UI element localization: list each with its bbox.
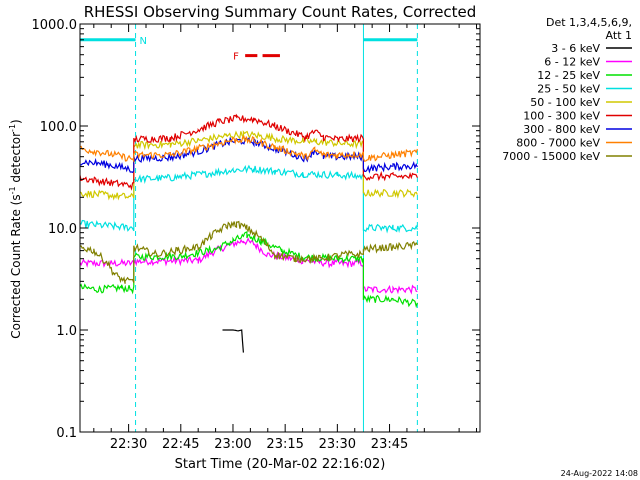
- legend-label: 25 - 50 keV: [537, 83, 600, 96]
- x-tick-label: 23:00: [214, 437, 251, 452]
- series-line: [80, 237, 418, 295]
- series-line: [80, 136, 418, 174]
- y-axis-label-sup2: -1: [8, 124, 17, 132]
- series-line: [80, 164, 418, 234]
- series-line: [80, 113, 418, 191]
- flag-label: F: [233, 52, 239, 63]
- x-tick-label: 22:45: [162, 437, 199, 452]
- series-line: [80, 130, 418, 201]
- series-line: [80, 220, 418, 284]
- y-tick-label: 100.0: [40, 120, 77, 135]
- series-line: [80, 231, 418, 309]
- plot-frame: [79, 23, 481, 433]
- series-line: [80, 135, 418, 164]
- y-tick-label: 1000.0: [32, 18, 78, 33]
- flag-label: N: [140, 36, 147, 47]
- y-tick-label: 10.0: [48, 222, 77, 237]
- y-axis-label-mid: detector: [9, 132, 23, 187]
- plot-area: NF: [79, 23, 481, 433]
- legend-label: 100 - 300 keV: [523, 110, 600, 123]
- axis-ticks: 0.1 1.0 10.0 100.0 1000.0 22:30 22:45 23:00 23:1…: [32, 18, 480, 452]
- series-line: [222, 329, 244, 353]
- legend-label: 6 - 12 keV: [544, 56, 600, 69]
- x-axis-label: Start Time (20-Mar-02 22:16:02): [175, 457, 386, 472]
- y-tick-label: 0.1: [56, 426, 77, 441]
- chart-title: RHESSI Observing Summary Count Rates, Co…: [84, 3, 477, 21]
- x-tick-label: 23:45: [371, 437, 408, 452]
- x-tick-label: 23:30: [319, 437, 356, 452]
- x-tick-label: 23:15: [266, 437, 303, 452]
- legend-header-1: Det 1,3,4,5,6,9,: [546, 16, 632, 29]
- timestamp: 24-Aug-2022 14:08: [561, 469, 638, 478]
- x-tick-label: 22:30: [110, 437, 147, 452]
- legend-header-2: Att 1: [606, 29, 632, 42]
- y-axis-label-sup1: -1: [8, 186, 17, 194]
- legend-label: 7000 - 15000 keV: [502, 150, 600, 163]
- series-group: NF: [80, 24, 418, 432]
- y-axis-label-main: Corrected Count Rate (s: [9, 194, 23, 338]
- legend-label: 800 - 7000 keV: [516, 137, 600, 150]
- legend-label: 50 - 100 keV: [530, 96, 600, 109]
- legend-label: 300 - 800 keV: [523, 123, 600, 136]
- legend-label: 3 - 6 keV: [551, 42, 600, 55]
- legend-label: 12 - 25 keV: [537, 69, 600, 82]
- y-axis-label: Corrected Count Rate (s-1 detector-1): [8, 119, 23, 338]
- y-axis-label-end: ): [9, 119, 23, 124]
- y-tick-label: 1.0: [56, 324, 77, 339]
